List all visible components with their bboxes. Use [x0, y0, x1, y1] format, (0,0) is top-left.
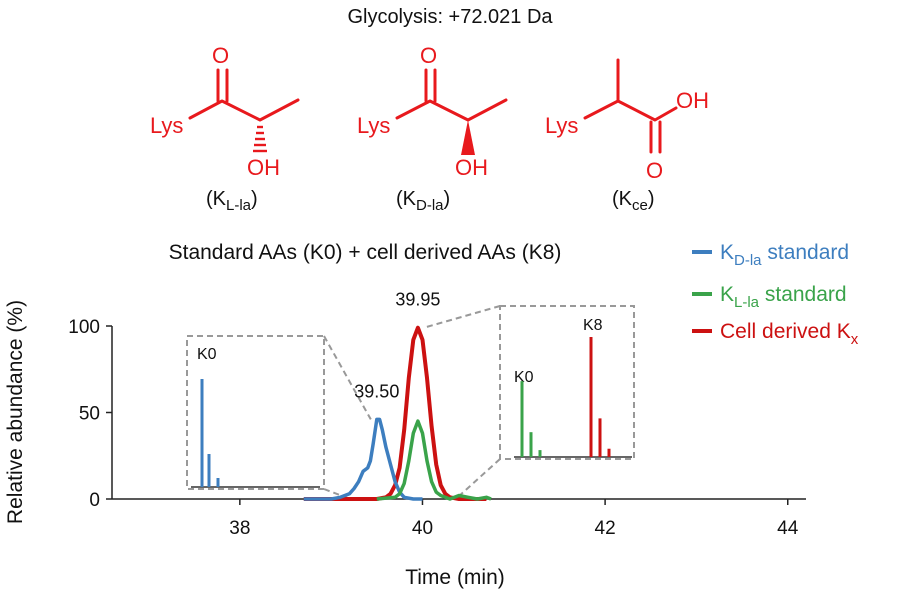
- y-tick-label: 0: [89, 490, 100, 511]
- x-axis-label: Time (min): [405, 566, 505, 589]
- oxygen-label: O: [420, 43, 437, 68]
- structure-label-kl-la: (KL-la): [206, 188, 258, 214]
- figure-title: Glycolysis: +72.021 Da: [347, 6, 553, 28]
- inset-label-k0: K0: [197, 346, 217, 363]
- peak-annotation: 39.50: [354, 381, 399, 401]
- inset-box-d-la: [186, 335, 325, 490]
- inset-connector: [423, 305, 501, 329]
- oxygen-label: O: [212, 43, 229, 68]
- legend: KD-la standard KL-la standard Cell deriv…: [692, 241, 859, 348]
- annotations: 39.50 39.95: [354, 290, 440, 402]
- series-line-cell: [303, 325, 487, 501]
- hashed-bond: [253, 125, 267, 153]
- inset-label-k8: K8: [583, 317, 603, 334]
- inset-connector: [323, 335, 372, 420]
- hydroxyl-label: OH: [247, 155, 280, 180]
- x-tick-label: 40: [412, 518, 433, 539]
- svg-text:(KL-la): (KL-la): [206, 188, 258, 214]
- inset-connector: [457, 458, 501, 498]
- structure-label-kd-la: (KD-la): [396, 188, 450, 214]
- structure-kce: Lys OH O (Kce): [545, 58, 709, 214]
- svg-text:(KD-la): (KD-la): [396, 188, 450, 214]
- hydroxyl-label: OH: [676, 88, 709, 113]
- svg-text:(Kce): (Kce): [612, 188, 655, 214]
- legend-label: Cell derived Kx: [720, 320, 859, 348]
- hydroxyl-label: OH: [455, 155, 488, 180]
- series-line-d-la: [303, 417, 423, 501]
- legend-item-cell: Cell derived Kx: [692, 320, 859, 348]
- axis-ticks: 38 40 42 44 0 50 100: [68, 317, 798, 539]
- x-tick-label: 38: [229, 518, 250, 539]
- x-tick-label: 42: [595, 518, 616, 539]
- insets: K0 K0 K8: [186, 305, 635, 500]
- y-axis-label: Relative abundance (%): [4, 300, 27, 524]
- lys-label: Lys: [545, 113, 578, 138]
- peak-annotation: 39.95: [395, 290, 440, 310]
- chart-title: Standard AAs (K0) + cell derived AAs (K8…: [169, 241, 562, 264]
- series-line-l-la: [376, 419, 492, 501]
- wedge-bond: [461, 120, 475, 155]
- structure-kd-la: Lys O OH (KD-la): [357, 43, 508, 214]
- legend-item-l-la: KL-la standard: [692, 283, 847, 311]
- oxygen-label: O: [646, 158, 663, 183]
- inset-label-k0: K0: [514, 369, 534, 386]
- structure-kl-la: Lys O OH (KL-la): [150, 43, 300, 214]
- lys-label: Lys: [357, 113, 390, 138]
- structure-label-kce: (Kce): [612, 188, 655, 214]
- lys-label: Lys: [150, 113, 183, 138]
- x-tick-label: 44: [777, 518, 799, 539]
- y-tick-label: 50: [79, 404, 100, 425]
- y-tick-label: 100: [68, 317, 100, 338]
- legend-item-d-la: KD-la standard: [692, 241, 849, 269]
- legend-label: KL-la standard: [720, 283, 847, 311]
- legend-label: KD-la standard: [720, 241, 849, 269]
- inset-box-cell: [499, 305, 635, 460]
- series-group: [303, 325, 492, 501]
